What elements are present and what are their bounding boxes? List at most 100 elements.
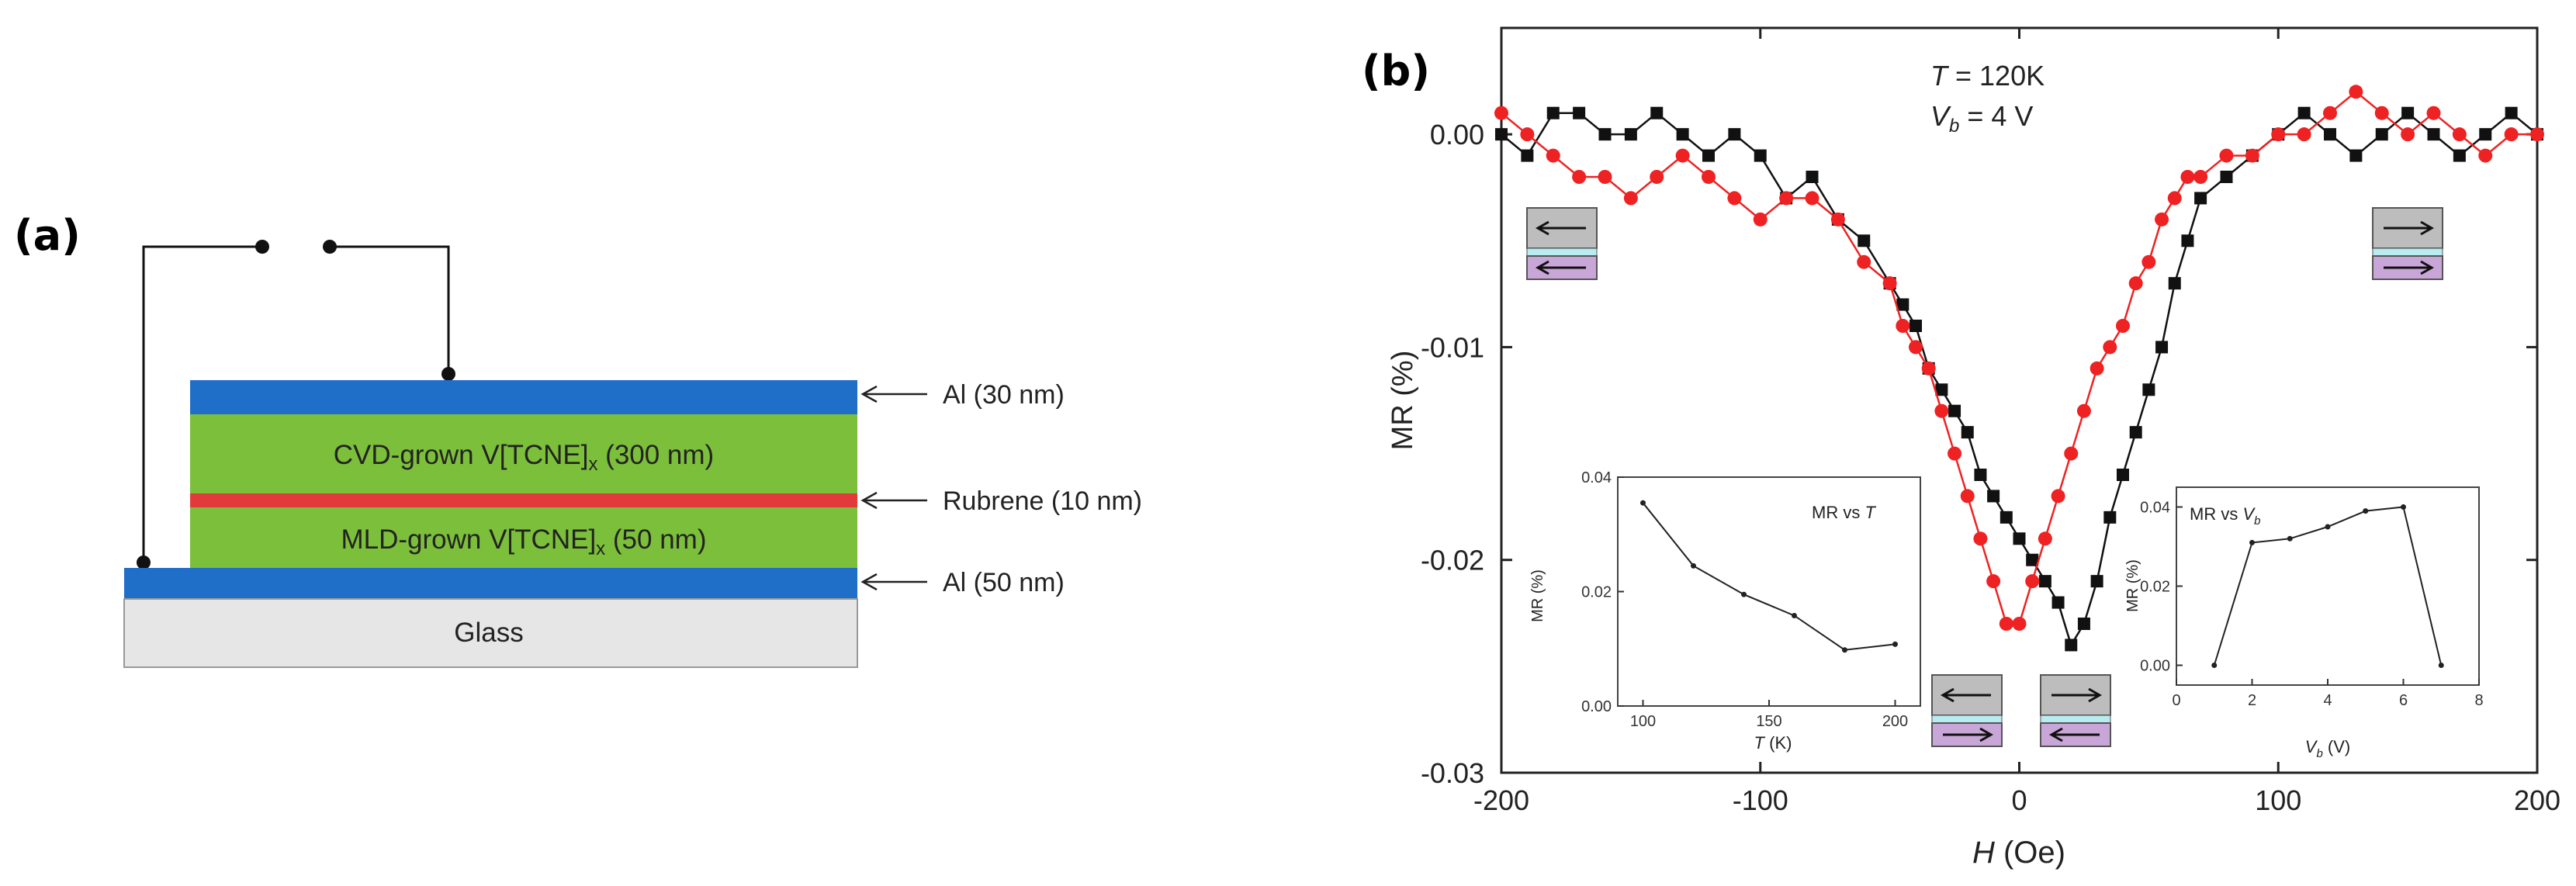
inset2-ytick-label: 0.02: [2140, 579, 2170, 596]
layer-top-al: [190, 380, 857, 414]
main-xtick-label: -100: [1733, 784, 1788, 816]
data-point-red: [1572, 170, 1587, 184]
callout-arrows: [860, 385, 927, 591]
data-point-black: [1728, 128, 1741, 141]
inset1-xlabel: T (K): [1754, 733, 1792, 753]
data-point-red: [1830, 212, 1845, 227]
inset2-point: [2363, 508, 2369, 514]
layer-bottom-al: [124, 568, 857, 599]
inset2-point: [2438, 663, 2444, 668]
data-point-red: [1973, 531, 1988, 546]
data-point-black: [1896, 298, 1909, 311]
panel-a-label: (a): [14, 211, 81, 260]
callout-bottom-al: Al (50 nm): [943, 568, 1065, 597]
data-point-red: [1623, 191, 1638, 206]
main-xlabel: H (Oe): [1972, 836, 2065, 870]
data-point-black: [2129, 426, 2142, 439]
state-icon-ap-right: [2040, 674, 2111, 747]
data-point-red: [2245, 148, 2259, 163]
data-point-red: [2219, 148, 2234, 163]
data-point-black: [2349, 149, 2363, 162]
data-point-red: [2374, 106, 2389, 120]
data-point-red: [2349, 85, 2363, 99]
data-point-red: [1909, 340, 1923, 355]
data-point-red: [1960, 489, 1975, 504]
data-point-red: [2116, 319, 2130, 333]
data-point-red: [2452, 127, 2467, 142]
data-point-red: [2478, 148, 2493, 163]
inset2-point: [2249, 539, 2255, 545]
data-point-black: [1650, 106, 1664, 119]
panel-a: (a) CVD-grown V[TCNE]x (300 nm) MLD-grow…: [14, 211, 1142, 668]
inset2-xtick-label: 8: [2474, 692, 2483, 709]
data-point-red: [1921, 361, 1936, 376]
data-point-red: [2012, 617, 2027, 631]
data-point-red: [1857, 254, 1871, 269]
data-point-black: [2051, 596, 2065, 609]
data-point-red: [1999, 617, 2013, 631]
data-point-black: [2000, 510, 2013, 524]
circuit-wires: [142, 245, 450, 562]
data-point-black: [2090, 575, 2103, 588]
inset1-title: MR vs T: [1812, 503, 1876, 522]
data-point-red: [2090, 361, 2104, 376]
data-point-red: [2128, 276, 2143, 291]
data-point-red: [1598, 170, 1612, 184]
glass-label: Glass: [454, 618, 523, 648]
main-xtick-label: 200: [2514, 784, 2560, 816]
data-point-black: [2168, 277, 2181, 290]
main-axes: -200 -100 0 100 200 0.00 -0.01 -0.02 -0.03: [1421, 28, 2560, 816]
data-point-red: [1702, 170, 1716, 184]
inset2-xtick-label: 0: [2172, 692, 2180, 709]
inset-mr-vs-t: 100 150 200 0.00 0.02 0.04 MR vs T T (K) MR (…: [1529, 469, 1921, 753]
inset1-xtick-label: 150: [1756, 713, 1781, 730]
data-point-black: [1858, 234, 1871, 247]
main-xtick-label: -200: [1473, 784, 1529, 816]
inset2-point: [2401, 504, 2406, 510]
inset1-ytick-label: 0.00: [1581, 698, 1612, 715]
inset2-point: [2211, 663, 2218, 668]
data-point-black: [2026, 553, 2039, 566]
data-point-red: [2076, 403, 2091, 418]
data-point-red: [2038, 531, 2052, 546]
inset1-point: [1842, 647, 1847, 653]
data-point-black: [2155, 341, 2169, 354]
data-point-black: [1909, 320, 1922, 332]
inset1-point: [1792, 612, 1797, 618]
data-point-black: [2375, 128, 2388, 141]
panel-b: (b) -200 -100 0 100 200 0.00 -0.01 -0.02 -0.03 M…: [1362, 26, 2560, 870]
data-point-black: [1961, 426, 1974, 439]
inset1-ytick-label: 0.02: [1581, 584, 1612, 601]
annotation-temperature: T = 120K: [1930, 60, 2045, 92]
data-point-red: [2193, 170, 2208, 184]
data-point-red: [2167, 191, 2182, 206]
inset1-point: [1741, 591, 1747, 597]
data-point-black: [1573, 106, 1586, 119]
data-point-black: [2194, 192, 2207, 205]
data-point-black: [1676, 128, 1689, 141]
inset1-xtick-label: 100: [1630, 713, 1656, 730]
data-point-black: [2103, 510, 2117, 524]
data-point-black: [2117, 469, 2129, 481]
main-ylabel: MR (%): [1387, 351, 1419, 451]
data-point-red: [1727, 191, 1742, 206]
inset1-point: [1640, 500, 1646, 506]
inset1-point: [1892, 641, 1898, 647]
data-point-black: [1948, 404, 1961, 417]
data-point-black: [2142, 383, 2155, 396]
inset1-plot: 100 150 200 0.00 0.02 0.04: [1581, 469, 1908, 730]
data-point-black: [1754, 149, 1767, 162]
inset1-xtick-label: 200: [1882, 713, 1908, 730]
main-xtick-label: 0: [2011, 784, 2027, 816]
state-icon-ap-left: [1931, 674, 2003, 747]
main-ytick-label: 0.00: [1430, 119, 1484, 151]
contact-bottom: [137, 555, 151, 569]
terminal-right: [323, 240, 337, 254]
terminal-left: [255, 240, 269, 254]
data-point-red: [2504, 127, 2519, 142]
data-point-black: [2453, 149, 2466, 162]
contact-top: [441, 367, 455, 381]
data-point-black: [1546, 106, 1560, 119]
layer-cvd: [190, 414, 857, 493]
